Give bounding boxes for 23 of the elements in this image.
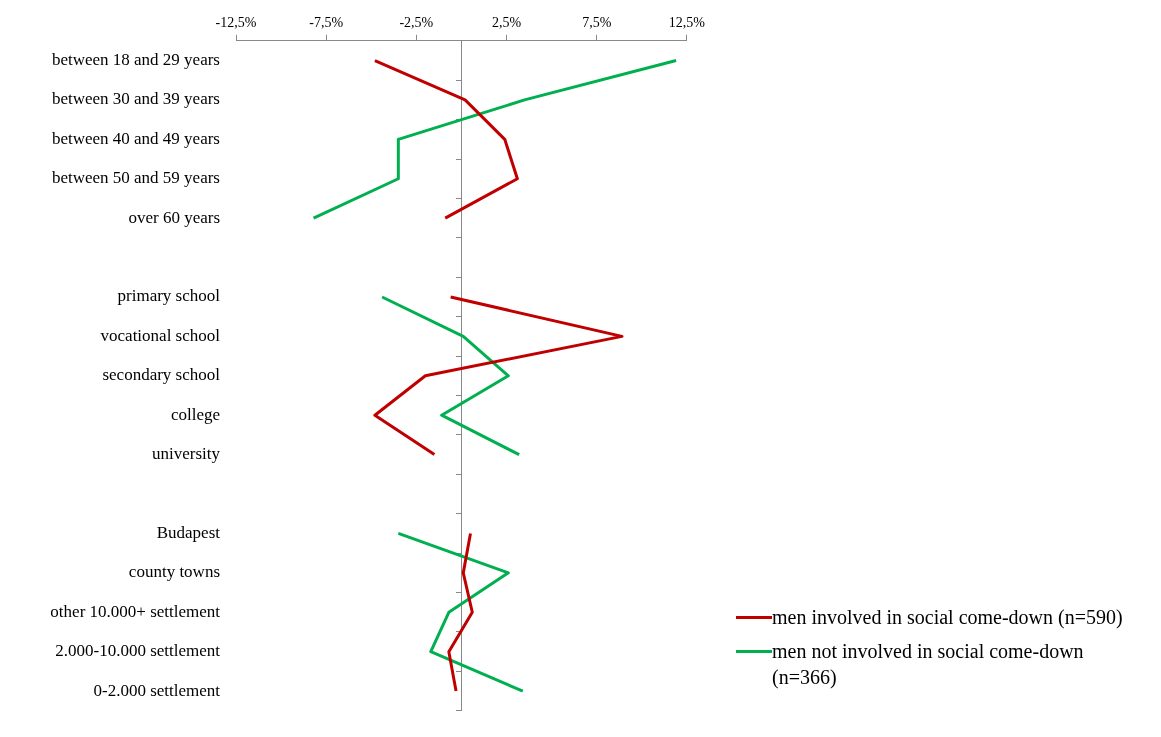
legend-label: men involved in social come-down (n=590) [772, 605, 1123, 630]
y-tick-label: secondary school [102, 365, 221, 385]
y-tick-label: between 18 and 29 years [51, 49, 220, 69]
x-tick-label: 7,5% [582, 15, 612, 31]
y-tick-label: vocational school [100, 325, 221, 345]
y-tick-label: other 10.000+ settlement [50, 601, 221, 621]
y-tick-label: Budapest [156, 522, 221, 542]
y-tick-label: primary school [117, 286, 221, 306]
legend-label: men not involved in social come-down (n=366) [772, 639, 1085, 690]
y-tick-label: 0-2.000 settlement [93, 680, 221, 700]
y-tick-label: university [152, 444, 221, 464]
y-tick-label: between 30 and 39 years [51, 89, 220, 109]
x-tick-label: 2,5% [491, 15, 522, 31]
x-tick-label: 12,5% [668, 15, 706, 31]
y-tick-label: between 50 and 59 years [51, 168, 220, 188]
x-tick-label: -12,5% [215, 15, 257, 31]
y-tick-label: 2.000-10.000 settlement [55, 641, 221, 661]
y-tick-label: over 60 years [128, 207, 220, 227]
x-tick-label: -7,5% [309, 15, 344, 31]
x-tick-label: -2,5% [399, 15, 434, 31]
y-tick-label: county towns [128, 562, 220, 582]
y-tick-label: between 40 and 49 years [51, 128, 220, 148]
y-tick-label: college [170, 404, 220, 424]
